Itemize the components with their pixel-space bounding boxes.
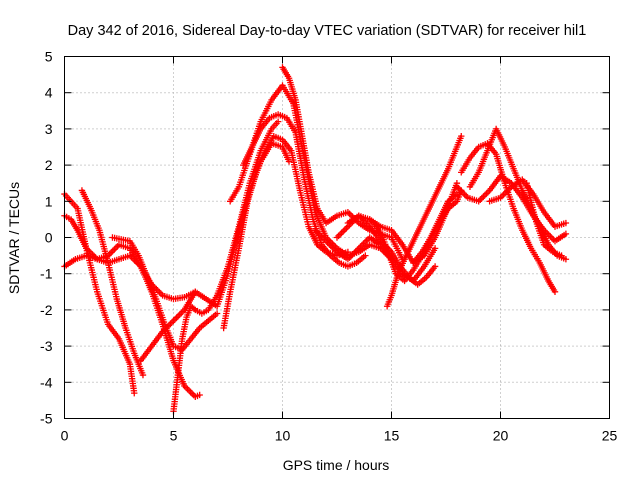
- data-point-marker: [477, 196, 484, 203]
- x-tick-label: 5: [170, 428, 178, 444]
- data-point-marker: [139, 371, 147, 379]
- y-tick-label: 4: [45, 85, 53, 101]
- data-point-marker: [431, 263, 439, 270]
- data-point-marker: [458, 132, 465, 140]
- data-point-marker: [176, 311, 183, 318]
- data-point-marker: [111, 246, 118, 253]
- satellite-track-7: [170, 118, 282, 415]
- data-point-marker: [274, 118, 282, 125]
- data-point-marker: [481, 191, 489, 199]
- data-point-marker: [562, 256, 570, 263]
- data-point-marker: [343, 224, 350, 232]
- data-points: [61, 64, 570, 415]
- x-tick-label: 10: [275, 428, 291, 444]
- x-tick-label: 25: [602, 428, 618, 444]
- y-tick-label: -1: [40, 266, 53, 282]
- data-point-marker: [185, 387, 193, 394]
- y-axis-label: SDTVAR / TECUs: [6, 182, 22, 294]
- satellite-track-6: [137, 140, 293, 364]
- x-tick-label: 20: [493, 428, 509, 444]
- y-tick-label: -4: [40, 374, 53, 390]
- data-point-marker: [213, 310, 221, 317]
- data-point-marker: [340, 228, 347, 235]
- x-tick-label: 15: [384, 428, 400, 444]
- data-point-marker: [285, 158, 293, 165]
- data-point-marker: [431, 245, 439, 252]
- y-tick-label: 0: [45, 230, 53, 246]
- satellite-track-16: [383, 132, 465, 310]
- axes: 0 5 10 15 20 25 -5 -4 -3 -2 -1 0 1 2 3 4 5: [40, 49, 617, 444]
- y-tick-label: -2: [40, 302, 53, 318]
- y-tick-label: -5: [40, 411, 53, 427]
- data-point-marker: [168, 319, 176, 326]
- data-point-marker: [173, 314, 180, 321]
- data-point-marker: [338, 229, 345, 237]
- y-tick-label: 1: [45, 193, 53, 209]
- y-tick-label: 3: [45, 121, 53, 137]
- satellite-track-22: [523, 180, 565, 259]
- data-point-marker: [336, 231, 344, 238]
- satellite-track-10: [240, 111, 369, 270]
- data-point-marker: [562, 230, 570, 238]
- data-point-marker: [190, 305, 198, 312]
- data-point-marker: [108, 249, 115, 256]
- data-point-marker: [341, 226, 348, 233]
- y-tick-label: 2: [45, 157, 53, 173]
- data-point-marker: [171, 316, 179, 323]
- data-point-marker: [335, 232, 342, 240]
- satellite-track-3: [61, 190, 138, 397]
- satellite-track-18: [458, 140, 559, 295]
- data-point-marker: [184, 385, 191, 393]
- y-tick-label: -3: [40, 338, 53, 354]
- chart-title: Day 342 of 2016, Sidereal Day-to-day VTE…: [68, 23, 587, 39]
- data-point-marker: [170, 317, 177, 324]
- data-point-marker: [109, 247, 116, 255]
- satellite-track-5: [109, 234, 221, 353]
- data-point-marker: [178, 309, 185, 317]
- data-point-marker: [480, 193, 487, 200]
- data-point-marker: [196, 391, 203, 399]
- data-point-marker: [346, 210, 353, 217]
- satellite-track-8: [220, 132, 352, 332]
- data-point-marker: [362, 252, 369, 259]
- satellite-track-4: [78, 187, 147, 379]
- data-point-marker: [114, 243, 121, 250]
- plot-frame: [64, 56, 610, 419]
- data-point-marker: [174, 312, 182, 320]
- x-axis-label: GPS time / hours: [283, 457, 390, 473]
- data-point-marker: [483, 190, 490, 197]
- data-point-marker: [562, 219, 570, 227]
- data-point-marker: [551, 288, 559, 295]
- data-point-marker: [558, 252, 565, 259]
- y-tick-label: 5: [45, 49, 53, 65]
- x-tick-label: 0: [61, 428, 69, 444]
- satellite-track-2: [61, 252, 199, 303]
- data-point-marker: [131, 389, 138, 397]
- data-point-marker: [333, 234, 341, 241]
- data-point-marker: [484, 188, 492, 196]
- data-point-marker: [187, 388, 194, 396]
